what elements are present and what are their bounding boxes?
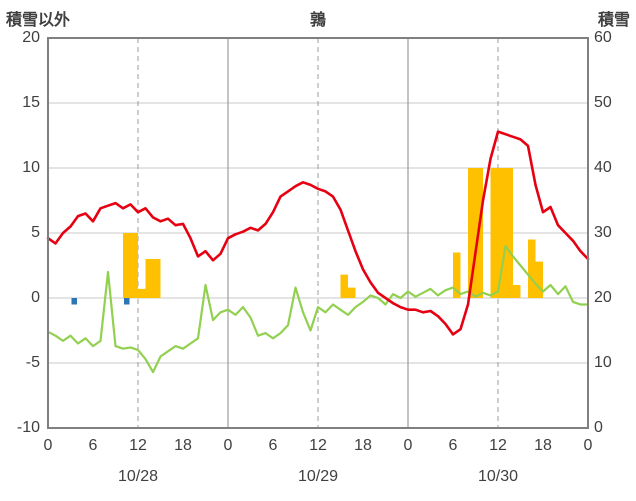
date-label: 10/29 <box>297 468 339 485</box>
orange-bars-bar <box>145 259 153 298</box>
left-axis-tick: 5 <box>31 224 40 241</box>
left-axis-tick: 20 <box>22 29 40 46</box>
right-axis-tick: 40 <box>594 159 612 176</box>
left-axis-tick: -10 <box>16 419 40 436</box>
right-axis-tick: 10 <box>594 354 612 371</box>
orange-bars-bar <box>123 233 131 298</box>
orange-bars-bar <box>528 239 536 298</box>
orange-bars-bar <box>513 285 521 298</box>
left-axis-tick: 10 <box>22 159 40 176</box>
right-axis-tick: 30 <box>594 224 612 241</box>
date-label: 10/30 <box>477 468 519 485</box>
right-axis-tick: 60 <box>594 29 612 46</box>
orange-bars-bar <box>490 168 498 298</box>
orange-bars-bar <box>130 233 138 298</box>
x-axis-tick: 6 <box>268 437 278 454</box>
x-axis-tick: 0 <box>403 437 413 454</box>
plot-border <box>47 37 589 429</box>
x-axis-tick: 18 <box>174 437 192 454</box>
left-axis-tick: 0 <box>31 289 40 306</box>
orange-bars-bar <box>535 261 543 298</box>
x-axis-tick: 12 <box>489 437 507 454</box>
x-axis-tick: 6 <box>448 437 458 454</box>
orange-bars-bar <box>340 274 348 298</box>
orange-bars-bar <box>138 288 146 298</box>
right-axis-tick: 50 <box>594 94 612 111</box>
left-axis-tick: -5 <box>25 354 40 371</box>
blue-bars-bar <box>124 298 130 305</box>
x-axis-tick: 0 <box>583 437 593 454</box>
right-axis-title: 積雪 <box>597 12 630 29</box>
orange-bars-bar <box>505 168 513 298</box>
x-axis-tick: 0 <box>223 437 233 454</box>
blue-bars-bar <box>71 298 77 305</box>
orange-bars-bar <box>153 259 161 298</box>
x-axis-tick: 12 <box>129 437 147 454</box>
orange-bars-bar <box>453 252 461 298</box>
red-line <box>46 130 590 336</box>
chart-title: 鶉 <box>309 12 327 29</box>
x-axis-tick: 0 <box>43 437 53 454</box>
orange-bars-bar <box>498 168 506 298</box>
x-axis-tick: 18 <box>354 437 372 454</box>
green-line <box>46 244 590 374</box>
x-axis-tick: 6 <box>88 437 98 454</box>
right-axis-tick: 0 <box>594 419 603 436</box>
date-label: 10/28 <box>117 468 159 485</box>
orange-bars-bar <box>468 168 476 298</box>
right-axis-tick: 20 <box>594 289 612 306</box>
left-axis-tick: 15 <box>22 94 40 111</box>
orange-bars-bar <box>348 287 356 298</box>
x-axis-tick: 12 <box>309 437 327 454</box>
x-axis-tick: 18 <box>534 437 552 454</box>
left-axis-title: 積雪以外 <box>6 12 71 29</box>
